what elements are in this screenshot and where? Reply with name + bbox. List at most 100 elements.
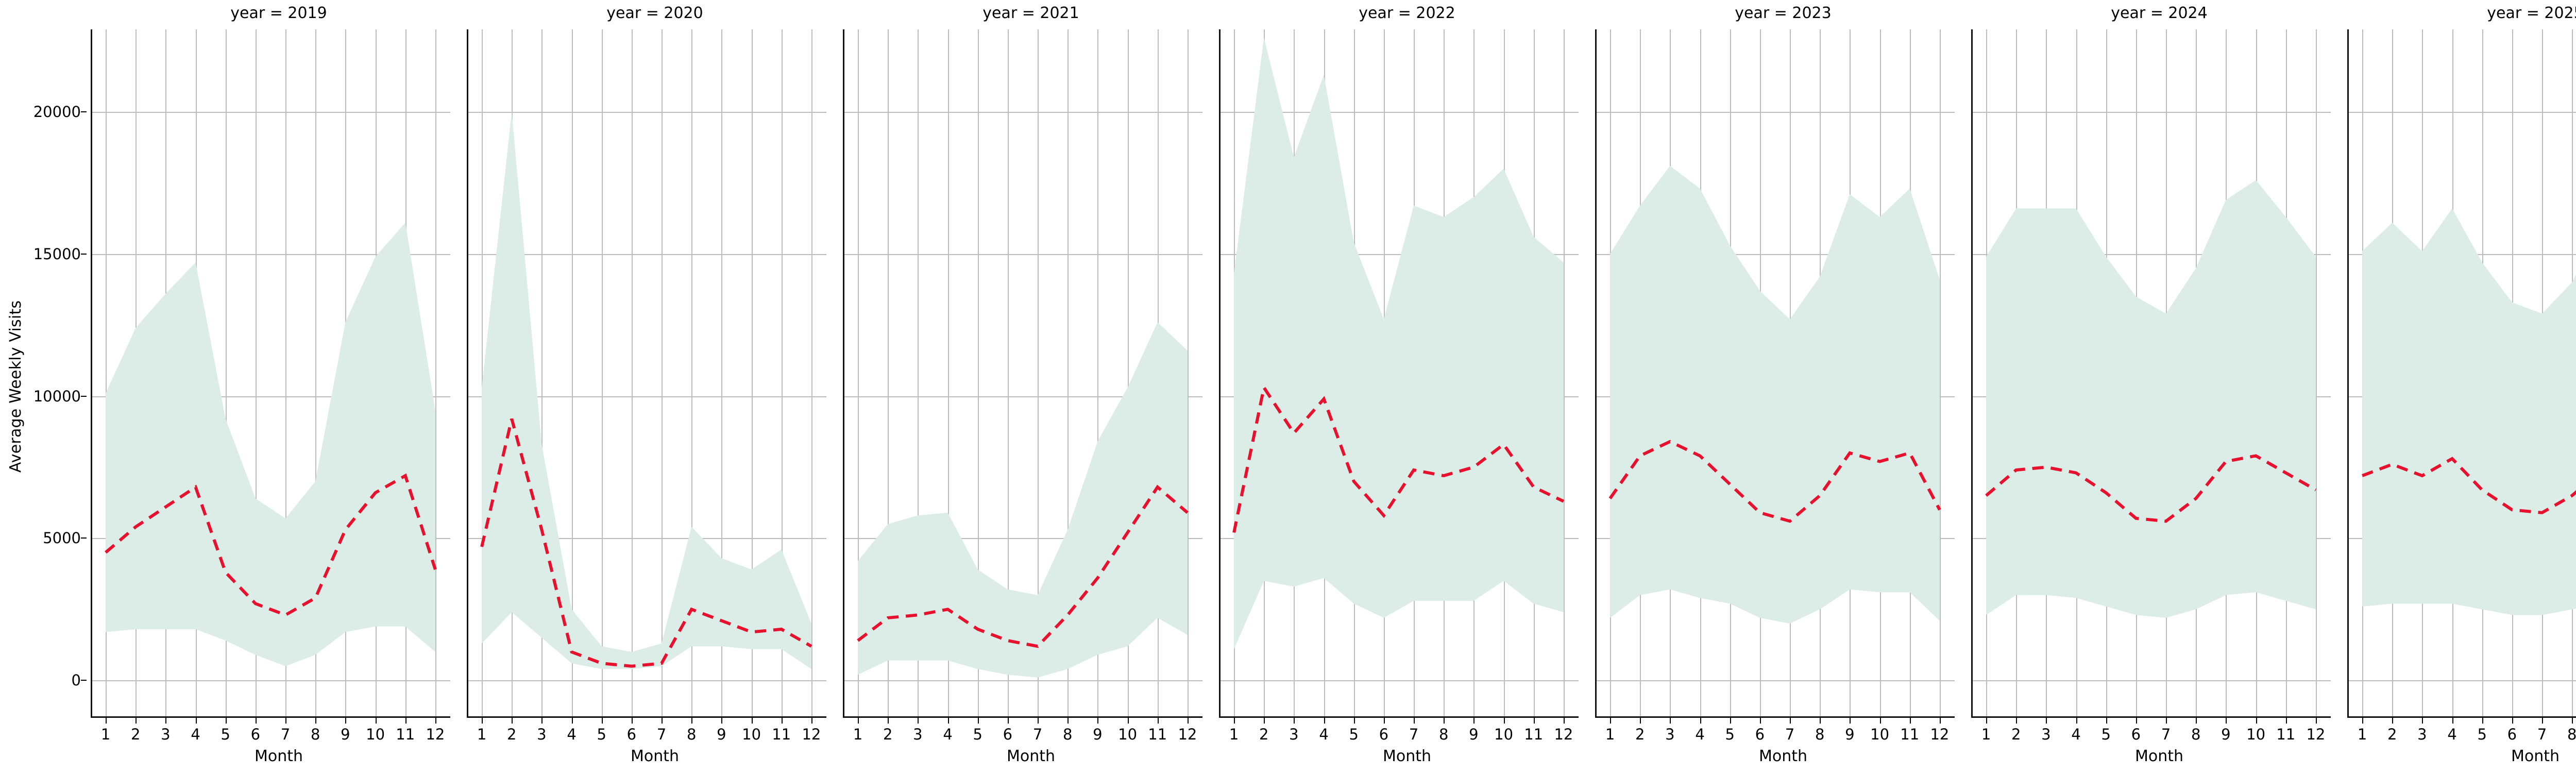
x-tick-label: 7 — [1785, 726, 1795, 743]
vertical-gridline — [721, 29, 723, 717]
panel-title: year = 2019 — [230, 4, 327, 22]
facet-panel-2019: year = 2019 1 2 3 4 5 6 7 8 9 10 11 12 Month — [91, 0, 467, 773]
x-axis-title: Month — [2134, 747, 2184, 765]
y-tick-label: 15000 — [33, 245, 81, 263]
x-tick-label: 12 — [1930, 726, 1950, 743]
plot-area — [1971, 29, 2331, 717]
x-tick-mark — [2016, 718, 2018, 724]
x-tick-mark — [541, 718, 543, 724]
x-tick-label: 6 — [2507, 726, 2517, 743]
horizontal-gridline — [467, 111, 826, 113]
y-tick-mark — [81, 253, 87, 255]
x-tick-label: 1 — [1229, 726, 1239, 743]
x-tick-label: 1 — [100, 726, 111, 743]
median-line-path — [2362, 457, 2576, 514]
bottom-spine — [1219, 716, 1579, 718]
x-tick-mark — [2166, 718, 2167, 724]
y-tick-mark — [81, 680, 87, 681]
x-tick-label: 10 — [1870, 726, 1890, 743]
x-tick-label: 2 — [883, 726, 893, 743]
x-tick-mark — [1264, 718, 1265, 724]
percentile-band — [1234, 38, 1564, 649]
x-tick-label: 11 — [396, 726, 415, 743]
x-tick-label: 10 — [366, 726, 385, 743]
x-tick-label: 1 — [1605, 726, 1615, 743]
bottom-spine — [843, 716, 1202, 718]
facet-panel-2024: year = 2024 1 2 3 4 5 6 7 8 9 10 11 12 Month — [1971, 0, 2347, 773]
horizontal-gridline — [1595, 680, 1955, 682]
vertical-gridline — [977, 29, 979, 717]
x-tick-label: 5 — [2101, 726, 2111, 743]
facet-panel-2020: year = 2020 1 2 3 4 5 6 7 8 9 10 11 12 Month — [467, 0, 843, 773]
vertical-gridline — [781, 29, 783, 717]
x-tick-label: 3 — [1665, 726, 1675, 743]
x-tick-label: 4 — [943, 726, 953, 743]
horizontal-gridline — [1595, 254, 1955, 255]
x-tick-mark — [601, 718, 603, 724]
vertical-gridline — [1939, 29, 1941, 717]
x-tick-mark — [405, 718, 406, 724]
facet-panel-2022: year = 2022 1 2 3 4 5 6 7 8 9 10 11 12 Month — [1219, 0, 1595, 773]
x-tick-mark — [662, 718, 663, 724]
y-tick-label: 0 — [71, 671, 81, 690]
x-tick-mark — [1383, 718, 1385, 724]
plot-area — [1219, 29, 1579, 717]
percentile-band — [1986, 180, 2316, 618]
percentile-band — [106, 223, 435, 666]
x-tick-mark — [2256, 718, 2257, 724]
percentile-band-shape — [2362, 208, 2576, 615]
x-tick-label: 8 — [1439, 726, 1449, 743]
x-tick-mark — [1234, 718, 1235, 724]
panel-title: year = 2021 — [982, 4, 1079, 22]
horizontal-gridline — [1971, 254, 2331, 255]
x-tick-mark — [106, 718, 107, 724]
x-tick-label: 5 — [221, 726, 230, 743]
median-line — [105, 473, 437, 617]
percentile-band-shape — [1986, 180, 2316, 618]
x-tick-label: 1 — [853, 726, 863, 743]
vertical-gridline — [435, 29, 436, 717]
x-tick-mark — [345, 718, 347, 724]
x-axis-title: Month — [2511, 747, 2560, 765]
x-tick-mark — [751, 718, 753, 724]
y-axis-ticks: 0 5000 10000 15000 20000 — [31, 0, 87, 773]
horizontal-gridline — [1219, 254, 1579, 255]
x-axis-title: Month — [254, 747, 303, 765]
x-tick-label: 1 — [2357, 726, 2367, 743]
x-tick-mark — [2512, 718, 2513, 724]
x-axis-title: Month — [1382, 747, 1432, 765]
horizontal-gridline — [467, 254, 826, 255]
x-tick-label: 12 — [1178, 726, 1197, 743]
percentile-band-shape — [858, 322, 1188, 678]
x-tick-mark — [255, 718, 257, 724]
x-tick-mark — [1730, 718, 1731, 724]
bottom-spine — [1971, 716, 2331, 718]
x-tick-label: 3 — [913, 726, 923, 743]
median-line — [857, 484, 1189, 648]
x-tick-label: 8 — [687, 726, 697, 743]
x-tick-mark — [2572, 718, 2573, 724]
x-tick-mark — [1414, 718, 1415, 724]
vertical-gridline — [691, 29, 693, 717]
x-tick-mark — [721, 718, 723, 724]
vertical-gridline — [1007, 29, 1009, 717]
x-tick-mark — [781, 718, 783, 724]
x-tick-label: 3 — [2417, 726, 2427, 743]
x-tick-mark — [1097, 718, 1099, 724]
vertical-gridline — [541, 29, 543, 717]
x-tick-mark — [1324, 718, 1325, 724]
left-spine — [1971, 29, 1973, 717]
x-tick-mark — [195, 718, 197, 724]
x-tick-mark — [165, 718, 167, 724]
x-tick-mark — [947, 718, 949, 724]
median-line-path — [1232, 383, 1565, 533]
vertical-gridline — [1563, 29, 1565, 717]
x-tick-mark — [2315, 718, 2317, 724]
vertical-gridline — [482, 29, 483, 717]
x-tick-mark — [977, 718, 979, 724]
x-tick-label: 5 — [973, 726, 982, 743]
left-spine — [1219, 29, 1221, 717]
x-tick-label: 11 — [1148, 726, 1167, 743]
panel-title: year = 2025 — [2487, 4, 2576, 22]
x-tick-label: 5 — [2477, 726, 2487, 743]
